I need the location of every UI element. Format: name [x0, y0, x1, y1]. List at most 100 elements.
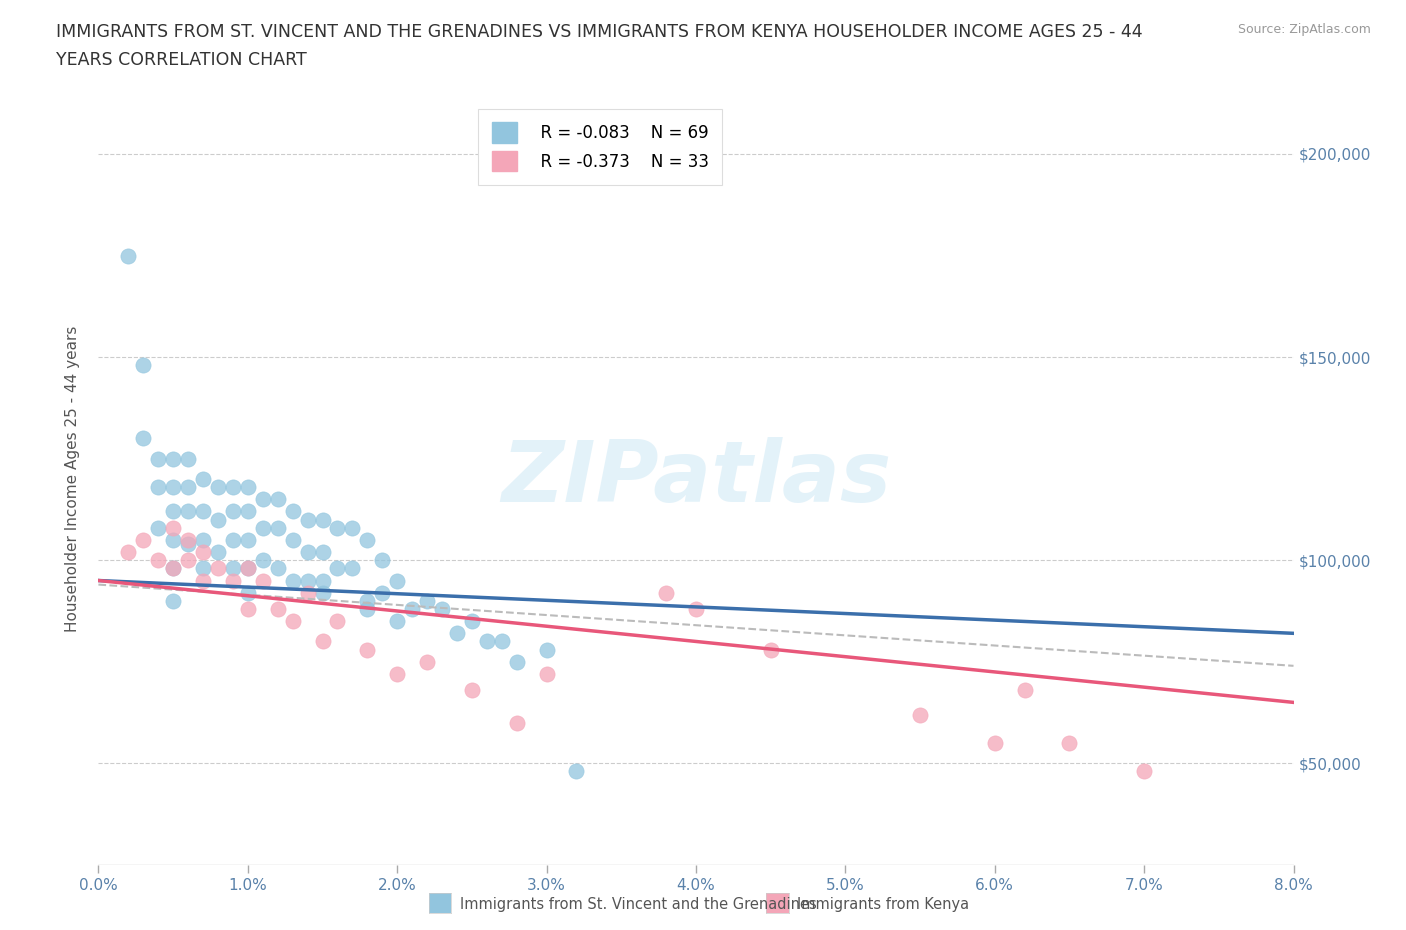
Point — [326, 614, 349, 629]
Text: IMMIGRANTS FROM ST. VINCENT AND THE GRENADINES VS IMMIGRANTS FROM KENYA HOUSEHOL: IMMIGRANTS FROM ST. VINCENT AND THE GREN… — [56, 23, 1143, 41]
Point — [162, 451, 184, 466]
Point — [162, 533, 184, 548]
Point — [1059, 736, 1081, 751]
Point — [132, 358, 155, 373]
Point — [162, 593, 184, 608]
Point — [326, 520, 349, 535]
Point — [908, 707, 931, 722]
Point — [267, 602, 290, 617]
Point — [162, 561, 184, 576]
Point — [356, 642, 378, 657]
Point — [177, 537, 200, 551]
Point — [162, 520, 184, 535]
Point — [236, 585, 259, 600]
Point — [297, 545, 319, 560]
Text: Source: ZipAtlas.com: Source: ZipAtlas.com — [1237, 23, 1371, 36]
Legend:   R = -0.083    N = 69,   R = -0.373    N = 33: R = -0.083 N = 69, R = -0.373 N = 33 — [478, 109, 723, 185]
Point — [475, 634, 498, 649]
Point — [148, 552, 170, 567]
Point — [191, 472, 214, 486]
Point — [267, 492, 290, 507]
Text: Immigrants from Kenya: Immigrants from Kenya — [797, 897, 969, 912]
Point — [371, 585, 394, 600]
Point — [117, 248, 139, 263]
Point — [191, 533, 214, 548]
Point — [222, 504, 245, 519]
Point — [342, 561, 364, 576]
Point — [461, 683, 484, 698]
Point — [252, 520, 274, 535]
Point — [430, 602, 453, 617]
Point — [416, 655, 439, 670]
Point — [685, 602, 707, 617]
Point — [461, 614, 484, 629]
Point — [385, 667, 409, 682]
Point — [311, 573, 333, 588]
Point — [356, 593, 378, 608]
Point — [297, 512, 319, 527]
Point — [446, 626, 468, 641]
Point — [252, 573, 274, 588]
Point — [1014, 683, 1036, 698]
Point — [506, 715, 529, 730]
Point — [177, 504, 200, 519]
Point — [311, 634, 333, 649]
Point — [536, 667, 558, 682]
Point — [117, 545, 139, 560]
Point — [148, 520, 170, 535]
Point — [252, 492, 274, 507]
Point — [148, 451, 170, 466]
Point — [267, 520, 290, 535]
Point — [385, 573, 409, 588]
Point — [281, 573, 304, 588]
Point — [311, 585, 333, 600]
Text: ZIPatlas: ZIPatlas — [501, 437, 891, 521]
Point — [222, 533, 245, 548]
Point — [311, 545, 333, 560]
Point — [506, 655, 529, 670]
Point — [236, 561, 259, 576]
Point — [236, 602, 259, 617]
Point — [655, 585, 678, 600]
Point — [311, 512, 333, 527]
Point — [491, 634, 513, 649]
Point — [984, 736, 1007, 751]
Point — [177, 451, 200, 466]
Point — [416, 593, 439, 608]
Point — [191, 545, 214, 560]
Text: Immigrants from St. Vincent and the Grenadines: Immigrants from St. Vincent and the Gren… — [460, 897, 817, 912]
Point — [207, 545, 229, 560]
Point — [191, 561, 214, 576]
Point — [1133, 764, 1156, 779]
Point — [177, 533, 200, 548]
Text: YEARS CORRELATION CHART: YEARS CORRELATION CHART — [56, 51, 307, 69]
Point — [565, 764, 588, 779]
Point — [222, 480, 245, 495]
Point — [236, 480, 259, 495]
Point — [326, 561, 349, 576]
Point — [162, 561, 184, 576]
Point — [342, 520, 364, 535]
Point — [297, 573, 319, 588]
Point — [401, 602, 423, 617]
Point — [356, 602, 378, 617]
Point — [536, 642, 558, 657]
Point — [162, 504, 184, 519]
Point — [371, 552, 394, 567]
Point — [236, 561, 259, 576]
Point — [356, 533, 378, 548]
Point — [132, 431, 155, 445]
Point — [207, 512, 229, 527]
Point — [207, 561, 229, 576]
Point — [191, 504, 214, 519]
Point — [222, 561, 245, 576]
Point — [281, 533, 304, 548]
Point — [252, 552, 274, 567]
Point — [162, 480, 184, 495]
Point — [207, 480, 229, 495]
Point — [267, 561, 290, 576]
Point — [281, 614, 304, 629]
Point — [177, 552, 200, 567]
Point — [222, 573, 245, 588]
Point — [281, 504, 304, 519]
